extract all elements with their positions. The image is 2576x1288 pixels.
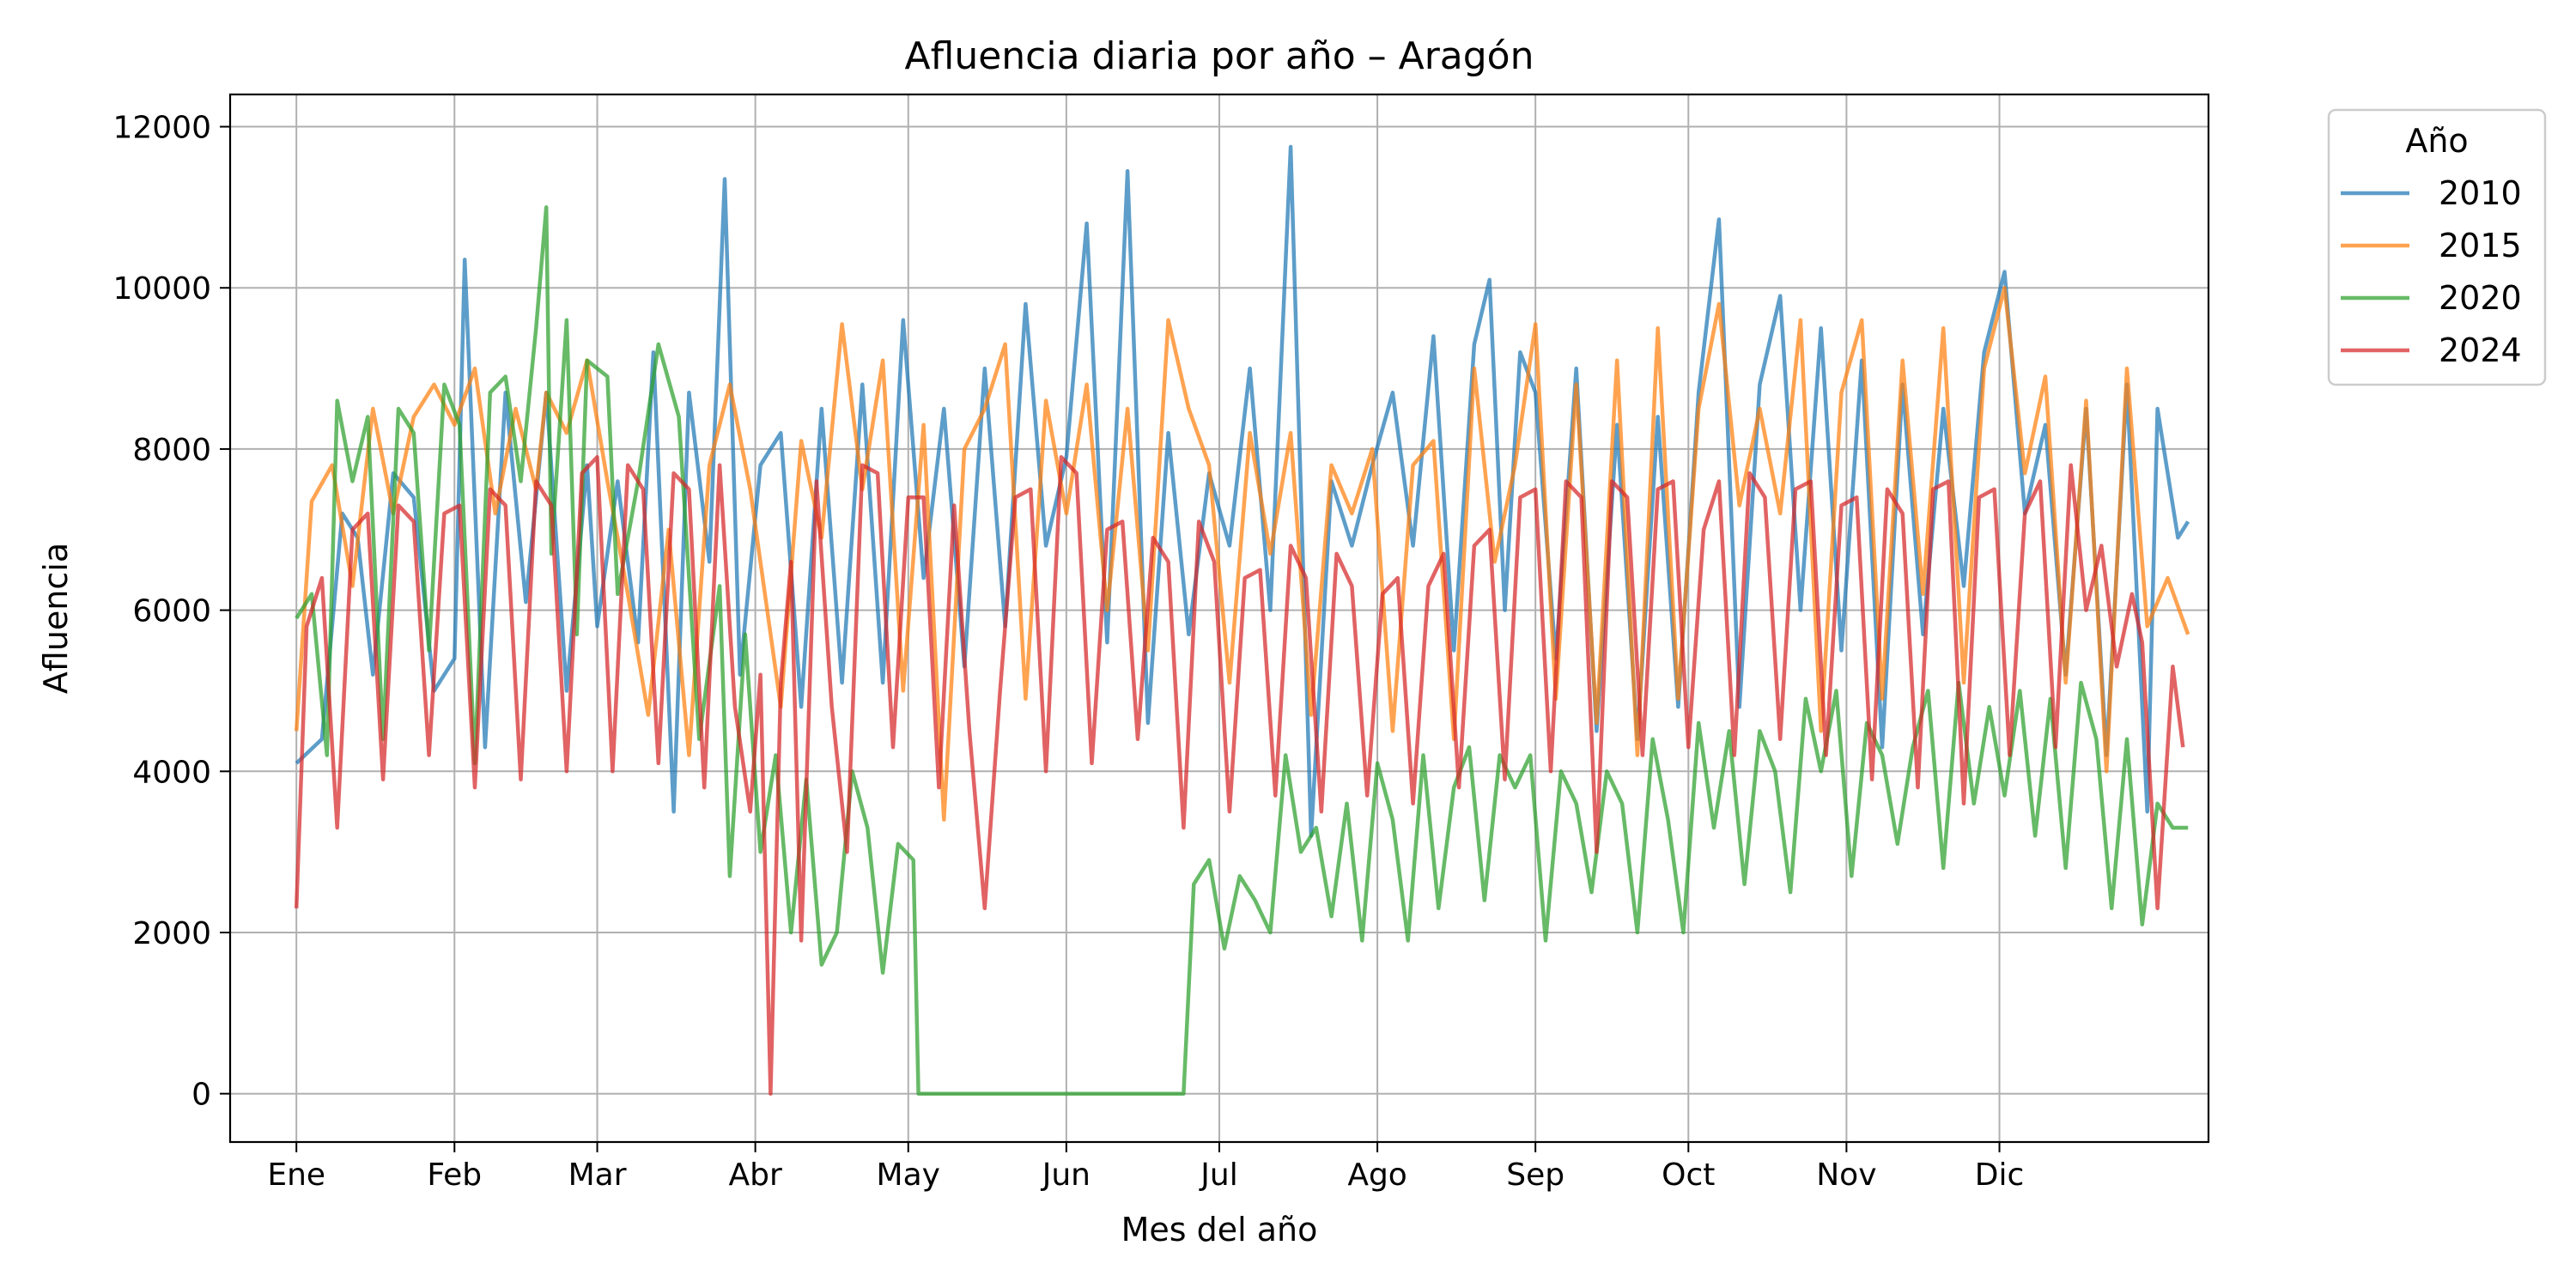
series-line-2024	[294, 455, 2185, 1096]
y-tick-label: 4000	[132, 755, 211, 790]
legend-items: 2010 2015 2020 2024	[2341, 174, 2522, 369]
legend-label-2024: 2024	[2439, 331, 2522, 369]
x-tick-label: Oct	[1662, 1157, 1715, 1193]
chart-title: Afluencia diaria por año – Aragón	[905, 34, 1534, 78]
series-lines	[294, 144, 2190, 1096]
legend-label-2015: 2015	[2439, 227, 2522, 264]
x-ticks: Ene Feb Mar Abr May Jun Jul Ago Sep Oct Nov Dic	[267, 1142, 2024, 1193]
y-ticks: 0 2000 4000 6000 8000 10000 12000	[112, 111, 230, 1113]
x-tick-label: Dic	[1975, 1157, 2025, 1193]
y-tick-label: 6000	[132, 594, 211, 629]
y-tick-label: 10000	[112, 271, 211, 307]
series-line-2015	[294, 285, 2190, 822]
x-tick-label: Mar	[568, 1157, 627, 1193]
y-tick-label: 12000	[112, 111, 211, 146]
x-tick-label: Ago	[1347, 1157, 1407, 1193]
legend-box	[2327, 108, 2547, 386]
legend-label-2020: 2020	[2439, 279, 2522, 317]
x-tick-label: May	[877, 1157, 940, 1193]
y-tick-label: 0	[191, 1078, 211, 1113]
series-line-2020	[295, 205, 2189, 1096]
legend-title: Año	[2405, 122, 2468, 160]
x-axis-label: Mes del año	[1121, 1211, 1318, 1249]
y-tick-label: 2000	[132, 916, 211, 951]
x-tick-label: Jun	[1041, 1157, 1091, 1193]
x-tick-label: Ene	[267, 1157, 325, 1193]
grid-lines	[230, 94, 2208, 1142]
x-tick-label: Abr	[728, 1157, 781, 1193]
x-tick-label: Sep	[1506, 1157, 1564, 1193]
x-tick-label: Feb	[427, 1157, 482, 1193]
y-tick-label: 8000	[132, 433, 211, 468]
x-tick-label: Nov	[1816, 1157, 1876, 1193]
legend-label-2010: 2010	[2439, 174, 2522, 212]
y-axis-label: Afluencia	[37, 543, 75, 694]
x-tick-label: Jul	[1199, 1157, 1237, 1193]
legend: Año 2010 2015 2020 2024	[2327, 108, 2547, 386]
